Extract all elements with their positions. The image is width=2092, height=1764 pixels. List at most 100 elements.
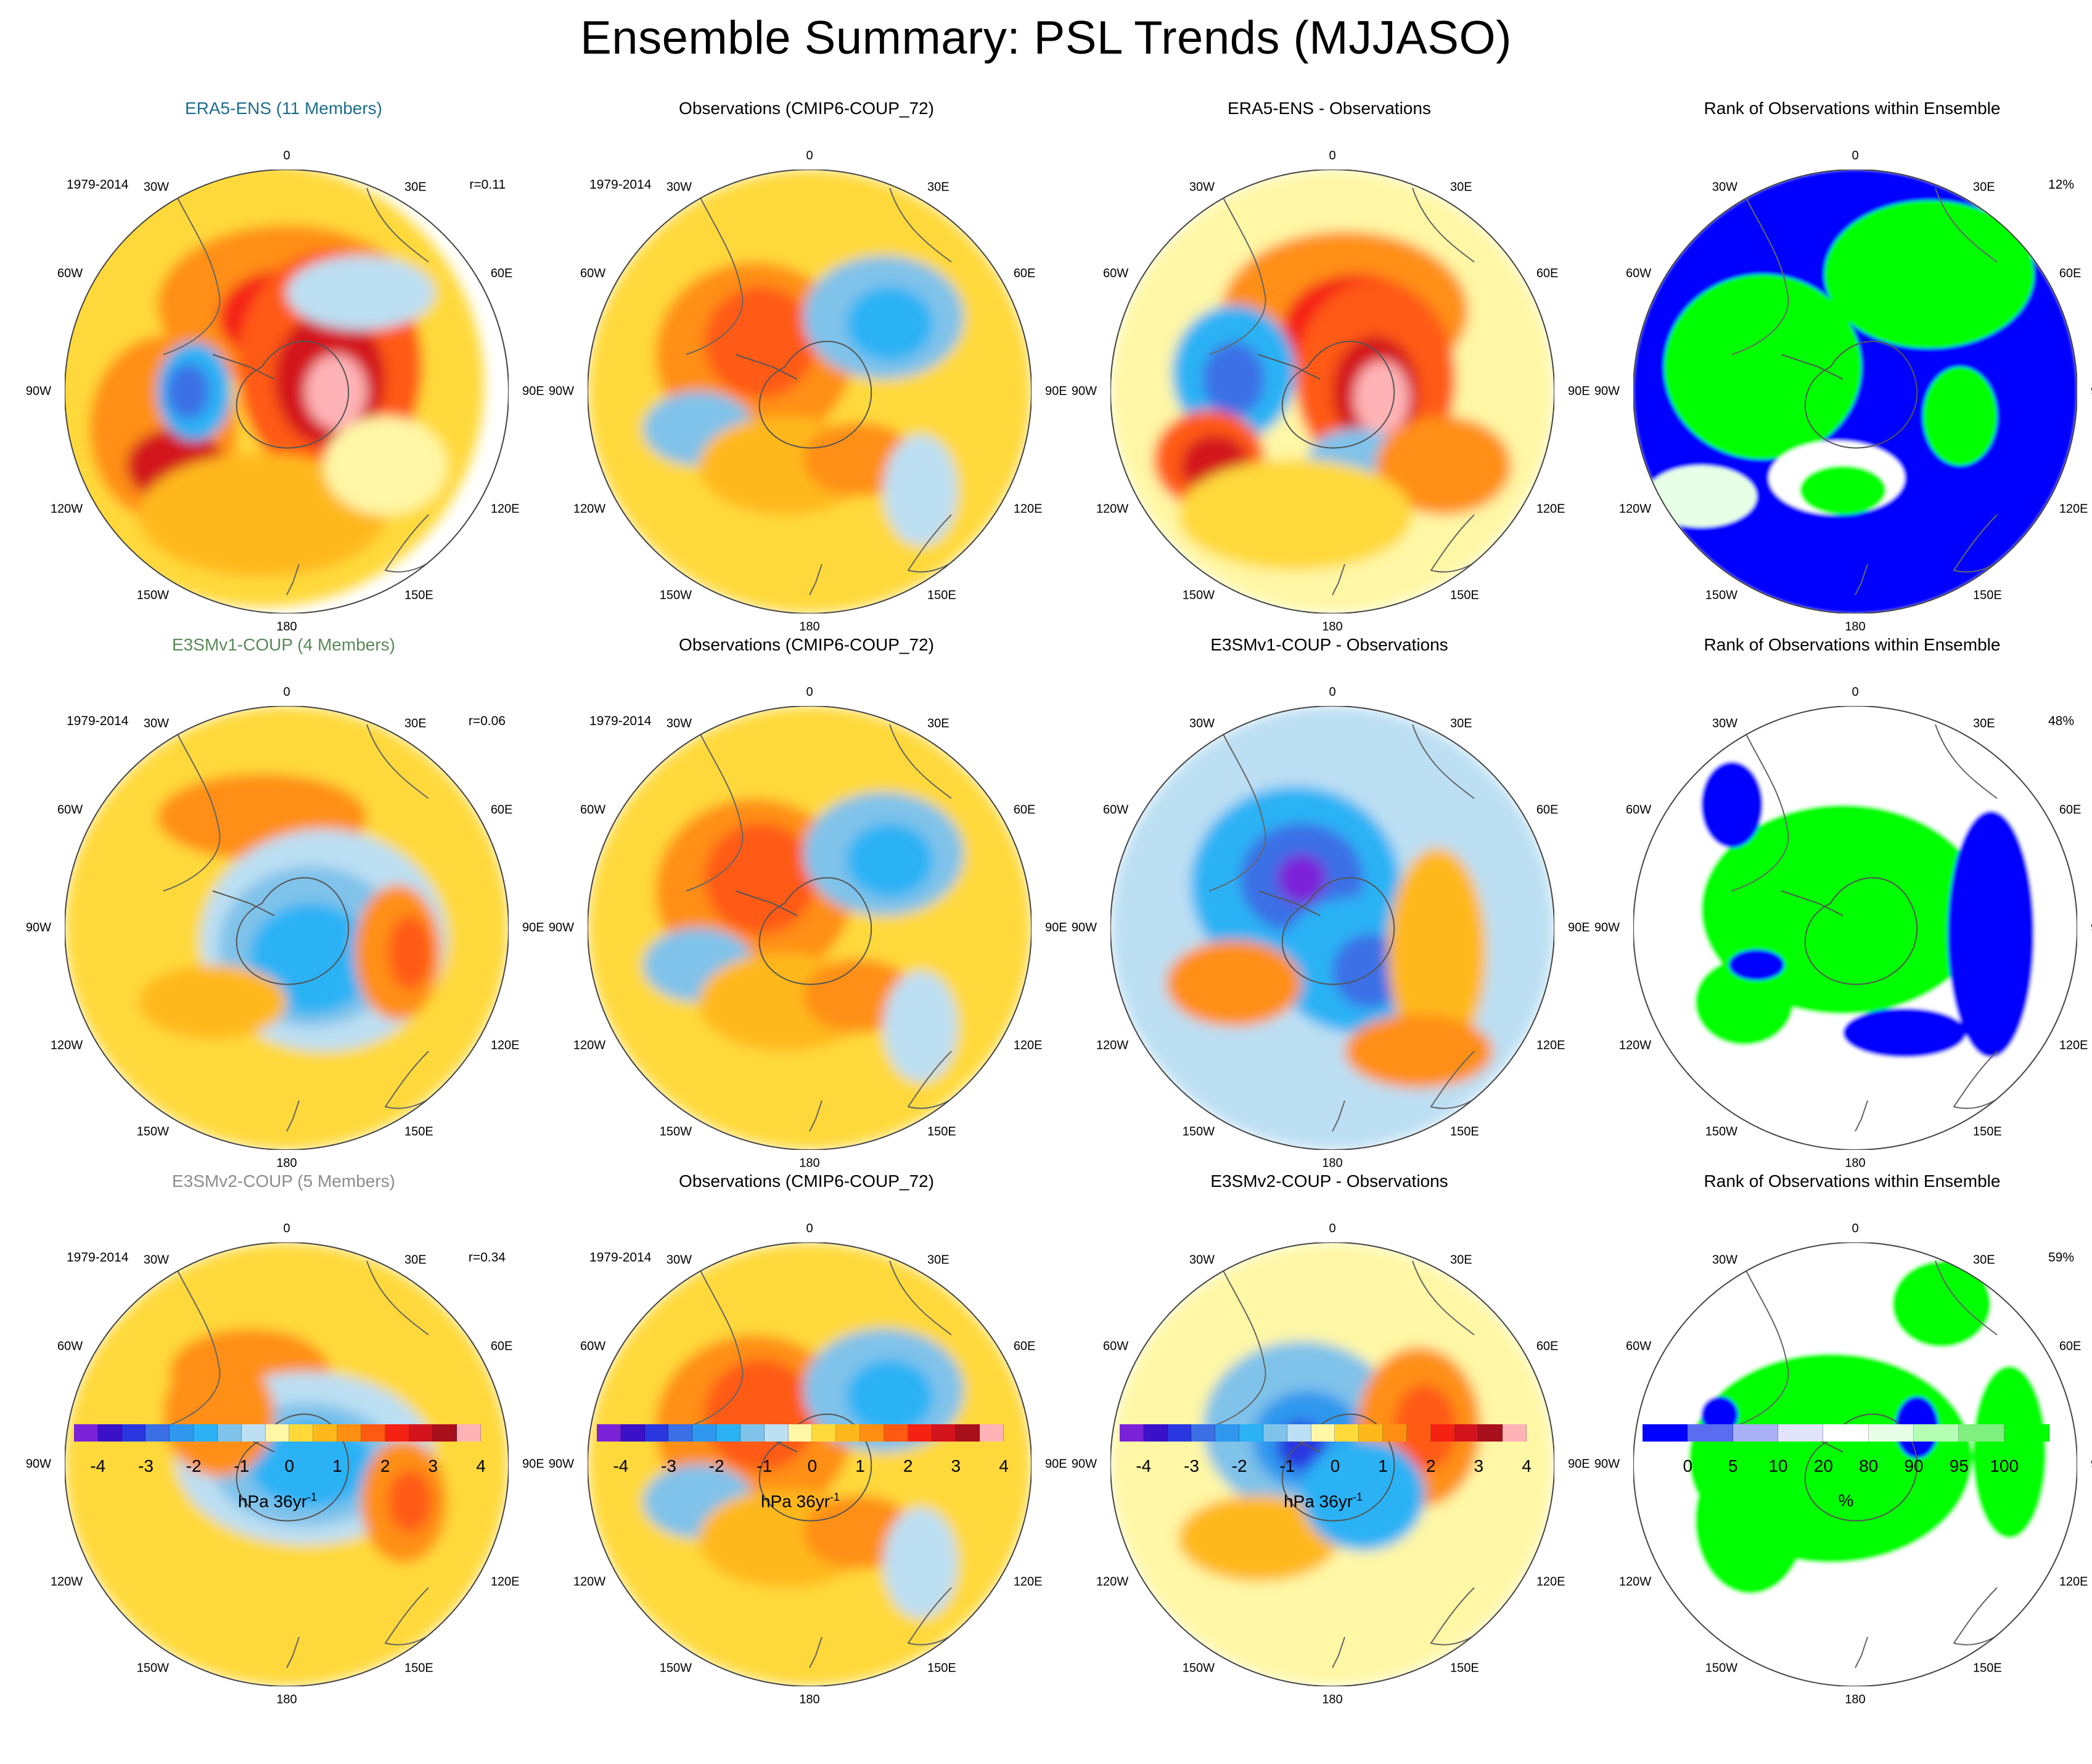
polar-map-diff [1110,706,1554,1150]
longitude-label: 90W [548,921,574,935]
longitude-label: 120W [1618,1575,1652,1589]
longitude-label: 0 [1329,149,1336,163]
longitude-label: 30E [404,1253,427,1267]
colorbar-tick-label: 2 [903,1456,913,1475]
longitude-label: 30W [666,1253,692,1267]
longitude-label: 60E [1536,1339,1559,1353]
colorbar-swatch [217,1424,242,1442]
longitude-label: 90E [2091,1458,2092,1472]
panel-title: Rank of Observations within Ensemble [1704,1171,2001,1191]
longitude-label: 120E [1013,502,1043,516]
contour-region [705,823,816,934]
new-zealand-coastline [1332,1100,1345,1132]
new-zealand-coastline [286,1100,300,1132]
longitude-label: 90E [522,921,544,935]
contour-region [1178,459,1413,570]
antarctica-coastline [1804,1413,1918,1522]
longitude-label: 150W [659,1661,692,1675]
longitude-label: 120W [1096,1575,1129,1589]
rank-colorbar: 0 5 10 20 80 90 95 100% [1643,1418,2049,1517]
antarctica-coastline [758,1413,872,1522]
longitude-label: 60E [490,1339,513,1353]
contour-region [163,1353,274,1477]
period-label: 1979-2014 [589,178,652,192]
peninsula-coastline [1258,354,1321,380]
colorbar-tick-label: -2 [708,1456,724,1475]
longitude-label: 60W [1103,803,1129,817]
colorbar-tick-label: -3 [138,1456,154,1475]
colorbar-swatch [1454,1424,1479,1442]
polar-map-rank [1633,170,2077,613]
longitude-label: 150E [1973,1125,2002,1139]
colorbar-swatch [644,1424,669,1442]
unit-text: % [1838,1491,1854,1510]
colorbar-swatch [692,1424,717,1442]
south-america-coastline [163,194,221,355]
colorbar-swatches [1643,1424,2049,1442]
contour-region [1203,342,1265,416]
colorbar-swatch [457,1424,482,1442]
colorbar-tick-label: 10 [1768,1456,1788,1475]
longitude-label: 30E [927,1253,950,1267]
longitude-label: 180 [1322,1692,1343,1707]
colorbar-swatch [74,1424,98,1442]
colorbar-swatch [1688,1424,1733,1442]
polar-map-obs [588,170,1032,613]
longitude-label: 120E [490,502,520,516]
south-america-coastline [1208,1266,1266,1428]
panel-model-row-1: ERA5-ENS (11 Members) 1979-2014 r=0.11 0 30E… [25,99,544,654]
longitude-label: 180 [799,1692,820,1707]
unit-text: hPa 36yr [760,1491,831,1511]
longitude-label: 30W [666,716,692,731]
colorbar-swatch [836,1424,861,1442]
longitude-label: 60W [580,1339,606,1353]
contour-region [847,287,933,361]
contour-region [139,453,385,576]
colorbar-swatch [1287,1424,1311,1442]
longitude-label: 60E [1013,1339,1036,1353]
colorbar-tick-label: 2 [380,1456,390,1475]
colorbar-tick-label: 3 [1474,1456,1484,1475]
longitude-label: 90W [1071,921,1097,935]
longitude-label: 150E [404,1125,433,1139]
colorbar-tick-label: -2 [1231,1456,1247,1475]
antarctica-coastline [236,340,350,449]
colorbar-swatch [1868,1424,1914,1442]
colorbar-swatch [884,1424,908,1442]
contour-region [1646,466,1757,527]
panel-rank-row-2: Rank of Observations within Ensemble 48% 0… [1593,635,2092,1190]
longitude-label: 30E [1450,716,1472,731]
longitude-label: 90E [1568,921,1590,935]
panel-diff-row-1: ERA5-ENS - Observations 0 30E 60E 90E 120E 150… [1070,99,1590,654]
contour-region [166,364,210,419]
polar-map-model [65,1242,509,1686]
panel-obs-row-1: Observations (CMIP6-COUP_72) 1979-2014 0 30… [548,99,1067,654]
longitude-label: 90W [25,384,51,398]
colorbar-unit-label: hPa 36yr-1 [597,1491,1004,1511]
longitude-label: 30W [143,716,169,731]
contour-region [250,1421,373,1508]
colorbar-tick-label: 90 [1904,1456,1924,1475]
polar-map-diff [1110,170,1554,613]
colorbar-swatch [194,1424,218,1442]
trend-colorbar: -4 -3 -2 -1 0 1 2 3 4 hPa 36yr-1 [74,1418,486,1517]
south-america-coastline [686,730,744,892]
panel-title: Observations (CMIP6-COUP_72) [679,99,934,118]
longitude-label: 180 [1322,620,1343,634]
longitude-label: 150W [136,1125,169,1139]
contour-region [324,416,447,515]
polar-map-model [65,170,509,613]
longitude-label: 180 [799,620,820,634]
longitude-label: 60E [1536,266,1559,281]
africa-coastline [1412,187,1475,263]
longitude-label: 90W [1594,1457,1620,1471]
panel-title: E3SMv2-COUP - Observations [1210,1171,1448,1191]
longitude-label: 30E [927,180,950,194]
colorbar-swatches [597,1424,1004,1442]
colorbar-unit-label: hPa 36yr-1 [1120,1491,1527,1511]
new-zealand-coastline [286,1636,300,1668]
colorbar-tick-label: 5 [1728,1456,1738,1475]
colorbar-swatch [812,1424,837,1442]
longitude-label: 150W [1182,1661,1215,1675]
contour-region [1277,854,1326,903]
